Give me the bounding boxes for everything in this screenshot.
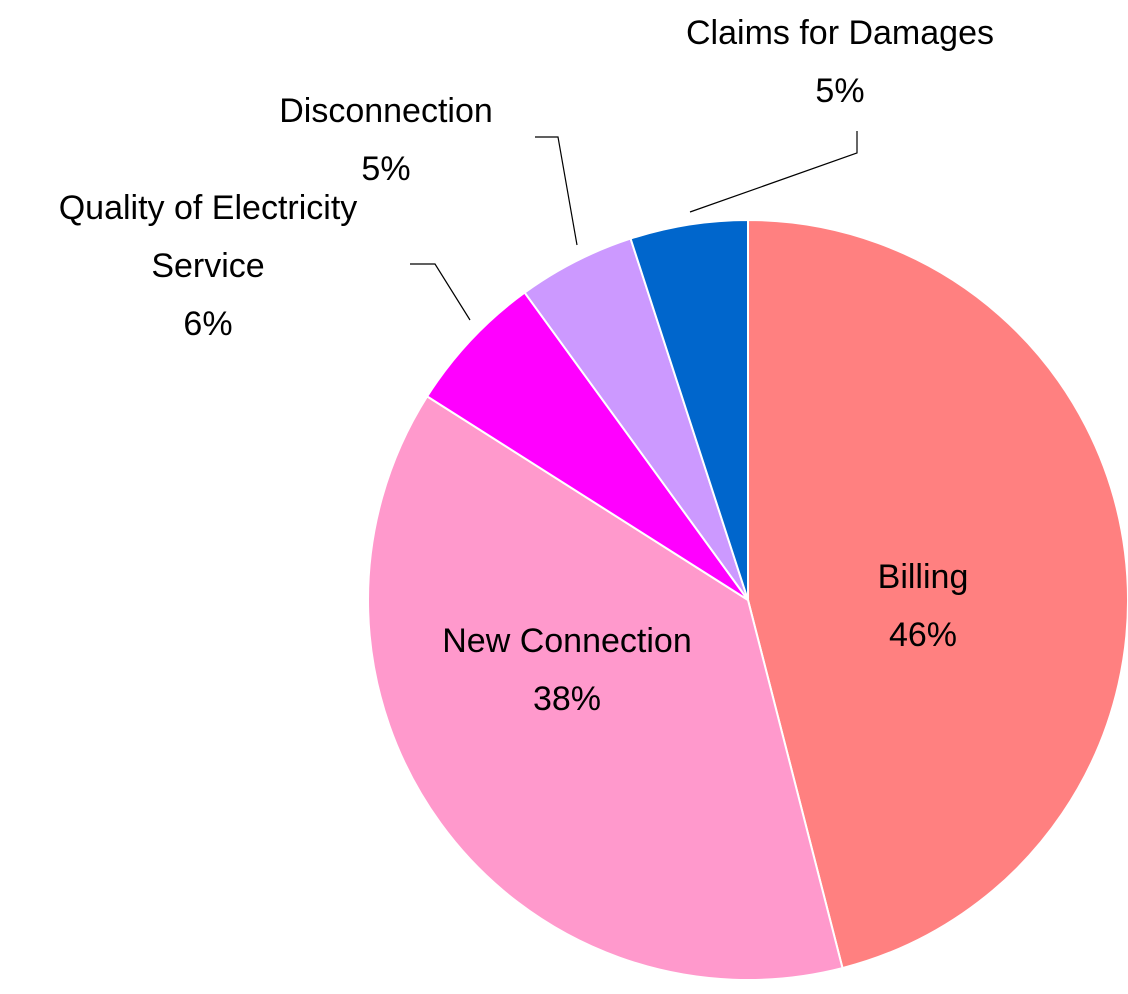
category-label: Claims for Damages (686, 14, 994, 52)
pie-slice (425, 291, 749, 601)
pie (367, 218, 1128, 981)
pie-slice (747, 218, 1128, 970)
category-label: Billing (877, 558, 969, 596)
data-label: New Connection 38% (377, 612, 757, 728)
category-label: New Connection (442, 622, 692, 660)
leader-line (689, 131, 858, 213)
category-label: Quality of Electricity Service (58, 189, 358, 285)
data-label: Billing 46% (773, 548, 1073, 664)
pie-slice (367, 395, 844, 981)
leader-line (535, 136, 578, 246)
data-label: Disconnection 5% (226, 82, 546, 198)
category-label: Disconnection (279, 92, 493, 130)
value-label: 5% (815, 72, 865, 110)
pie-slice (629, 218, 749, 601)
value-label: 38% (532, 680, 602, 718)
leader-line (410, 263, 471, 321)
data-label: Claims for Damages 5% (630, 4, 1050, 120)
value-label: 5% (361, 150, 411, 188)
value-label: 46% (888, 616, 958, 654)
value-label: 6% (183, 305, 233, 343)
data-label: Quality of Electricity Service 6% (8, 179, 408, 353)
